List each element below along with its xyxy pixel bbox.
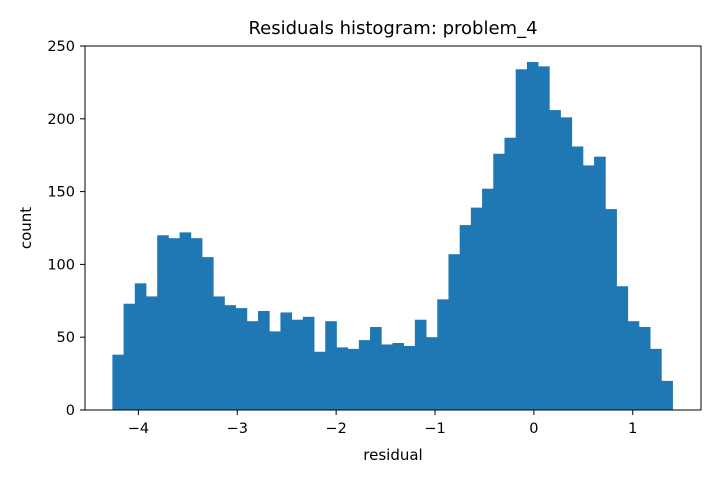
histogram-bar: [314, 351, 326, 410]
chart-title: Residuals histogram: problem_4: [248, 18, 537, 39]
histogram-bar: [538, 66, 550, 410]
x-tick-label: −2: [325, 421, 346, 437]
histogram-bar: [213, 296, 225, 410]
histogram-bar: [594, 156, 606, 410]
histogram-bar: [504, 137, 517, 410]
bars-group: [112, 62, 673, 411]
histogram-bar: [448, 254, 461, 410]
histogram-bar: [291, 319, 304, 410]
histogram-bar: [358, 340, 371, 410]
plot-frame: [84, 45, 702, 411]
x-axis-label: residual: [363, 446, 422, 464]
histogram-bar: [190, 238, 203, 410]
x-tick-label: 1: [628, 421, 637, 437]
histogram-bar: [336, 347, 349, 410]
histogram-bar: [179, 232, 192, 410]
histogram-bar: [123, 303, 136, 410]
y-axis-ticks: 0 50 100 150 200 250: [47, 39, 85, 419]
histogram-bar: [605, 209, 617, 410]
histogram-bar: [403, 345, 416, 410]
y-tick-label: 150: [47, 185, 75, 201]
histogram-bar: [269, 331, 281, 410]
histogram-bar: [202, 257, 214, 410]
x-tick-label: −1: [424, 421, 445, 437]
histogram-bar: [650, 348, 662, 410]
histogram-bar: [246, 321, 259, 410]
x-axis-ticks: −4 −3 −2 −1 0 1: [128, 410, 637, 437]
histogram-bar: [302, 316, 315, 410]
histogram-bar: [638, 327, 651, 410]
y-axis-label: count: [17, 207, 35, 249]
histogram-bar: [381, 344, 393, 410]
histogram-bar: [134, 283, 147, 410]
histogram-bar: [258, 310, 270, 410]
x-tick-label: 0: [529, 421, 538, 437]
y-tick-label: 100: [47, 257, 75, 273]
histogram-bar: [280, 312, 293, 410]
histogram-bar: [426, 337, 438, 410]
y-tick-label: 50: [57, 330, 75, 346]
x-tick-label: −3: [227, 421, 248, 437]
y-tick-label: 250: [47, 39, 75, 55]
histogram-bar: [235, 308, 248, 410]
histogram-bar: [560, 117, 573, 411]
histogram-bar: [616, 286, 629, 410]
histogram-bar: [370, 327, 382, 410]
histogram-bar: [482, 188, 494, 410]
histogram-bar: [549, 110, 561, 411]
y-tick-label: 200: [47, 112, 75, 128]
histogram-bar: [392, 343, 405, 410]
histogram-bar: [459, 225, 472, 410]
histogram-bar: [571, 146, 584, 411]
histogram-bar: [437, 299, 449, 410]
histogram-bar: [168, 238, 181, 410]
histogram-bar: [661, 380, 673, 410]
histogram-bar: [515, 69, 528, 411]
histogram-bar: [627, 321, 640, 410]
histogram-bar: [145, 296, 158, 410]
histogram-bar: [112, 354, 124, 410]
histogram-bar: [470, 207, 483, 410]
y-tick-label: 0: [66, 403, 75, 419]
histogram-bar: [224, 305, 237, 410]
histogram-bar: [414, 319, 427, 410]
histogram-bar: [157, 235, 169, 410]
histogram-bar: [347, 348, 360, 410]
histogram-bar: [526, 62, 539, 411]
histogram-bar: [582, 165, 595, 410]
histogram-bar: [493, 153, 505, 410]
histogram-bar: [325, 321, 337, 410]
x-tick-label: −4: [128, 421, 149, 437]
